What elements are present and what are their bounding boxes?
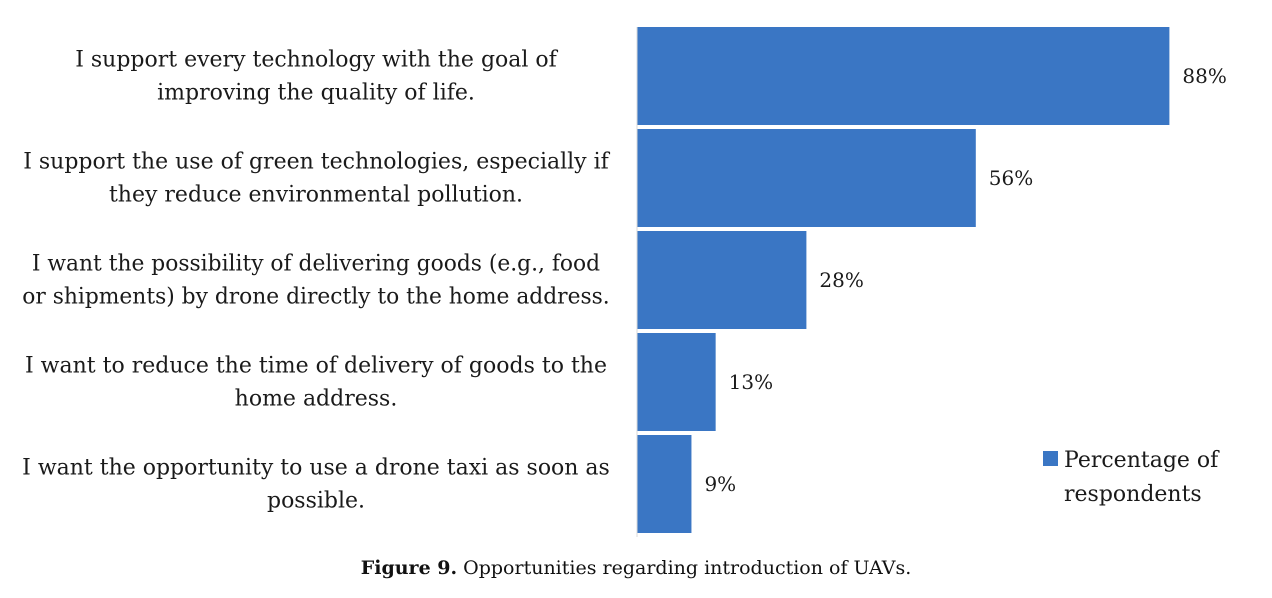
bars-group [637,27,1170,533]
legend-label-line-2: respondents [1064,482,1202,507]
value-label-3: 28% [819,268,863,292]
bar-1 [637,27,1170,125]
category-label-3-line-2: or shipments) by drone directly to the h… [22,284,609,309]
value-label-1: 88% [1182,64,1226,88]
caption-text: Opportunities regarding introduction of … [457,557,912,579]
category-label-3: I want the possibility of delivering goo… [22,251,609,309]
value-label-4: 13% [729,370,773,394]
category-label-2-line-1: I support the use of green technologies,… [23,150,610,175]
value-label-2: 56% [989,166,1033,190]
legend-swatch [1043,451,1058,466]
category-label-1: I support every technology with the goal… [75,48,558,106]
category-label-1-line-1: I support every technology with the goal… [75,48,558,73]
bar-2 [637,129,976,227]
category-label-3-line-1: I want the possibility of delivering goo… [32,251,600,276]
category-label-2-line-2: they reduce environmental pollution. [109,183,523,208]
category-label-2: I support the use of green technologies,… [23,150,610,208]
category-label-4-line-2: home address. [235,387,398,412]
category-label-4-line-1: I want to reduce the time of delivery of… [25,354,607,379]
bar-chart: I support every technology with the goal… [22,27,1227,537]
bar-5 [637,435,692,533]
category-label-5-line-1: I want the opportunity to use a drone ta… [22,455,610,480]
value-label-5: 9% [704,472,736,496]
category-label-5-line-2: possible. [267,488,365,513]
legend: Percentage of respondents [1043,448,1220,507]
legend-label-line-1: Percentage of [1064,448,1220,473]
category-labels: I support every technology with the goal… [22,48,610,514]
category-label-5: I want the opportunity to use a drone ta… [22,455,610,513]
caption-label: Figure 9. [360,557,458,579]
bar-4 [637,333,716,431]
figure-caption: Figure 9. Opportunities regarding introd… [0,557,1272,579]
bar-3 [637,231,807,329]
category-label-1-line-2: improving the quality of life. [157,81,475,106]
category-label-4: I want to reduce the time of delivery of… [25,354,607,412]
value-labels: 88% 56% 28% 13% 9% [704,64,1226,496]
